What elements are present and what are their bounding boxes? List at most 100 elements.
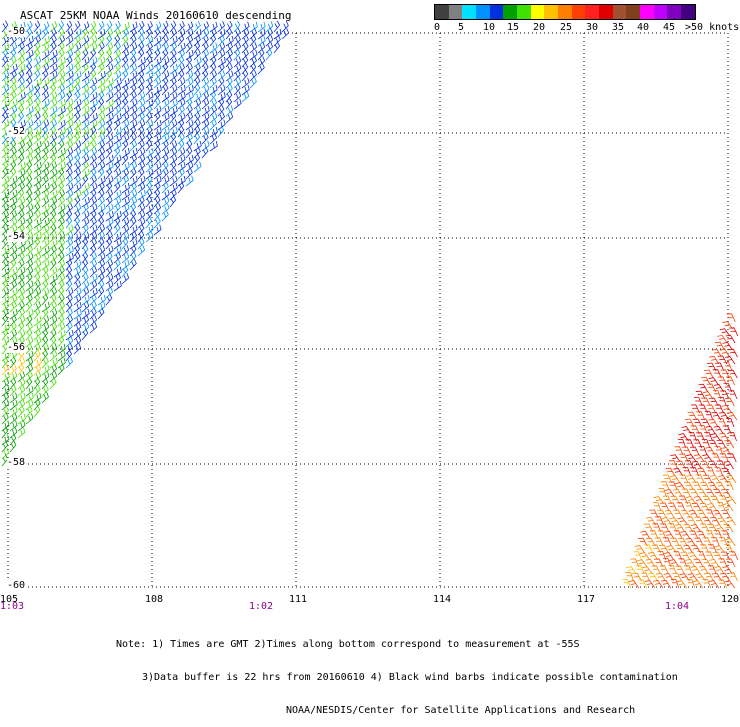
wind-barb	[710, 495, 721, 505]
wind-barb	[1, 307, 9, 320]
wind-barb	[193, 125, 201, 138]
wind-barb	[145, 63, 154, 75]
wind-barb	[177, 49, 185, 61]
wind-barb	[137, 20, 145, 33]
wind-barb	[129, 224, 138, 236]
wind-barb	[89, 300, 97, 313]
wind-barb	[687, 551, 699, 561]
wind-barb	[722, 425, 732, 435]
wind-barb	[727, 411, 738, 421]
wind-barb	[41, 146, 49, 159]
wind-barb	[17, 217, 26, 229]
wind-barb	[17, 56, 25, 68]
wind-barb	[89, 153, 97, 166]
wind-barb	[81, 77, 90, 89]
wind-barb	[89, 48, 97, 61]
wind-barb	[727, 453, 737, 463]
lat-label: -52	[7, 126, 26, 137]
wind-barb	[712, 390, 722, 400]
wind-barb	[695, 432, 705, 442]
wind-barb	[9, 189, 18, 201]
wind-barb	[153, 195, 161, 208]
wind-barb	[41, 238, 50, 250]
wind-barb	[1, 48, 9, 61]
wind-barb	[73, 140, 82, 152]
wind-barb	[121, 196, 130, 208]
wind-barb	[209, 133, 218, 145]
wind-barb	[33, 56, 42, 68]
wind-barb	[17, 140, 26, 152]
wind-barb	[1, 399, 10, 411]
wind-barb	[89, 132, 97, 145]
wind-barb	[41, 315, 50, 327]
wind-barb	[725, 538, 736, 547]
wind-barb	[65, 195, 73, 208]
wind-barb	[153, 35, 162, 47]
wind-barb	[137, 56, 146, 68]
wind-barb	[89, 252, 97, 264]
wind-barb	[185, 139, 193, 152]
wind-barb	[706, 383, 717, 393]
wind-barb	[225, 62, 233, 75]
wind-barb	[73, 182, 82, 194]
wind-barb	[1, 371, 10, 383]
wind-barb	[137, 112, 145, 124]
wind-barb	[25, 125, 33, 138]
wind-barb	[65, 154, 74, 166]
wind-barb	[654, 537, 664, 547]
wind-barb	[41, 349, 49, 362]
wind-barb	[105, 28, 114, 40]
wind-barb	[177, 69, 185, 82]
wind-barb	[690, 467, 700, 477]
wind-barb	[217, 76, 225, 89]
wind-barb	[1, 251, 9, 264]
wind-barb	[169, 188, 177, 201]
wind-barb	[81, 265, 89, 278]
wind-barb	[33, 48, 41, 61]
wind-barb	[113, 133, 122, 145]
wind-barb	[33, 97, 41, 110]
wind-barb	[209, 98, 217, 110]
wind-barb	[121, 237, 129, 250]
wind-barb	[57, 251, 65, 264]
wind-barb	[639, 552, 651, 561]
wind-barb	[97, 266, 106, 278]
wind-barb	[33, 217, 42, 229]
wind-barb	[25, 49, 34, 61]
wind-barb	[700, 418, 711, 428]
wind-barb	[129, 181, 137, 194]
wind-barb	[686, 454, 697, 463]
wind-barb	[636, 559, 648, 568]
wind-barb	[193, 41, 201, 54]
wind-barb	[97, 294, 106, 306]
wind-barb	[81, 42, 90, 54]
lon-label: 120	[721, 594, 740, 605]
wind-barb	[193, 20, 201, 33]
wind-barb	[105, 63, 114, 75]
wind-barb	[73, 195, 81, 208]
wind-barb	[25, 321, 33, 334]
wind-barb	[673, 509, 683, 519]
wind-barb	[113, 140, 122, 152]
wind-barb	[25, 287, 34, 299]
wind-barb	[632, 572, 642, 582]
wind-barb	[701, 558, 712, 568]
wind-barb	[41, 27, 49, 40]
wind-barb	[1, 98, 10, 110]
wind-barb	[89, 167, 97, 180]
wind-barb	[711, 572, 722, 582]
wind-barb	[89, 224, 98, 236]
wind-barb	[1, 119, 10, 131]
wind-barb	[705, 530, 715, 540]
wind-barb	[678, 433, 689, 442]
wind-barb	[49, 98, 58, 110]
wind-barb	[97, 147, 106, 159]
wind-barb	[41, 252, 50, 264]
wind-barb	[697, 551, 707, 561]
wind-barb	[65, 336, 74, 348]
wind-speed-legend: 0 5 10 15 20 25 30 35 40 45 >50 knots	[434, 4, 739, 34]
wind-barb	[722, 321, 733, 330]
wind-barb	[129, 258, 137, 271]
wind-barb	[121, 119, 130, 131]
wind-barb	[33, 342, 41, 355]
